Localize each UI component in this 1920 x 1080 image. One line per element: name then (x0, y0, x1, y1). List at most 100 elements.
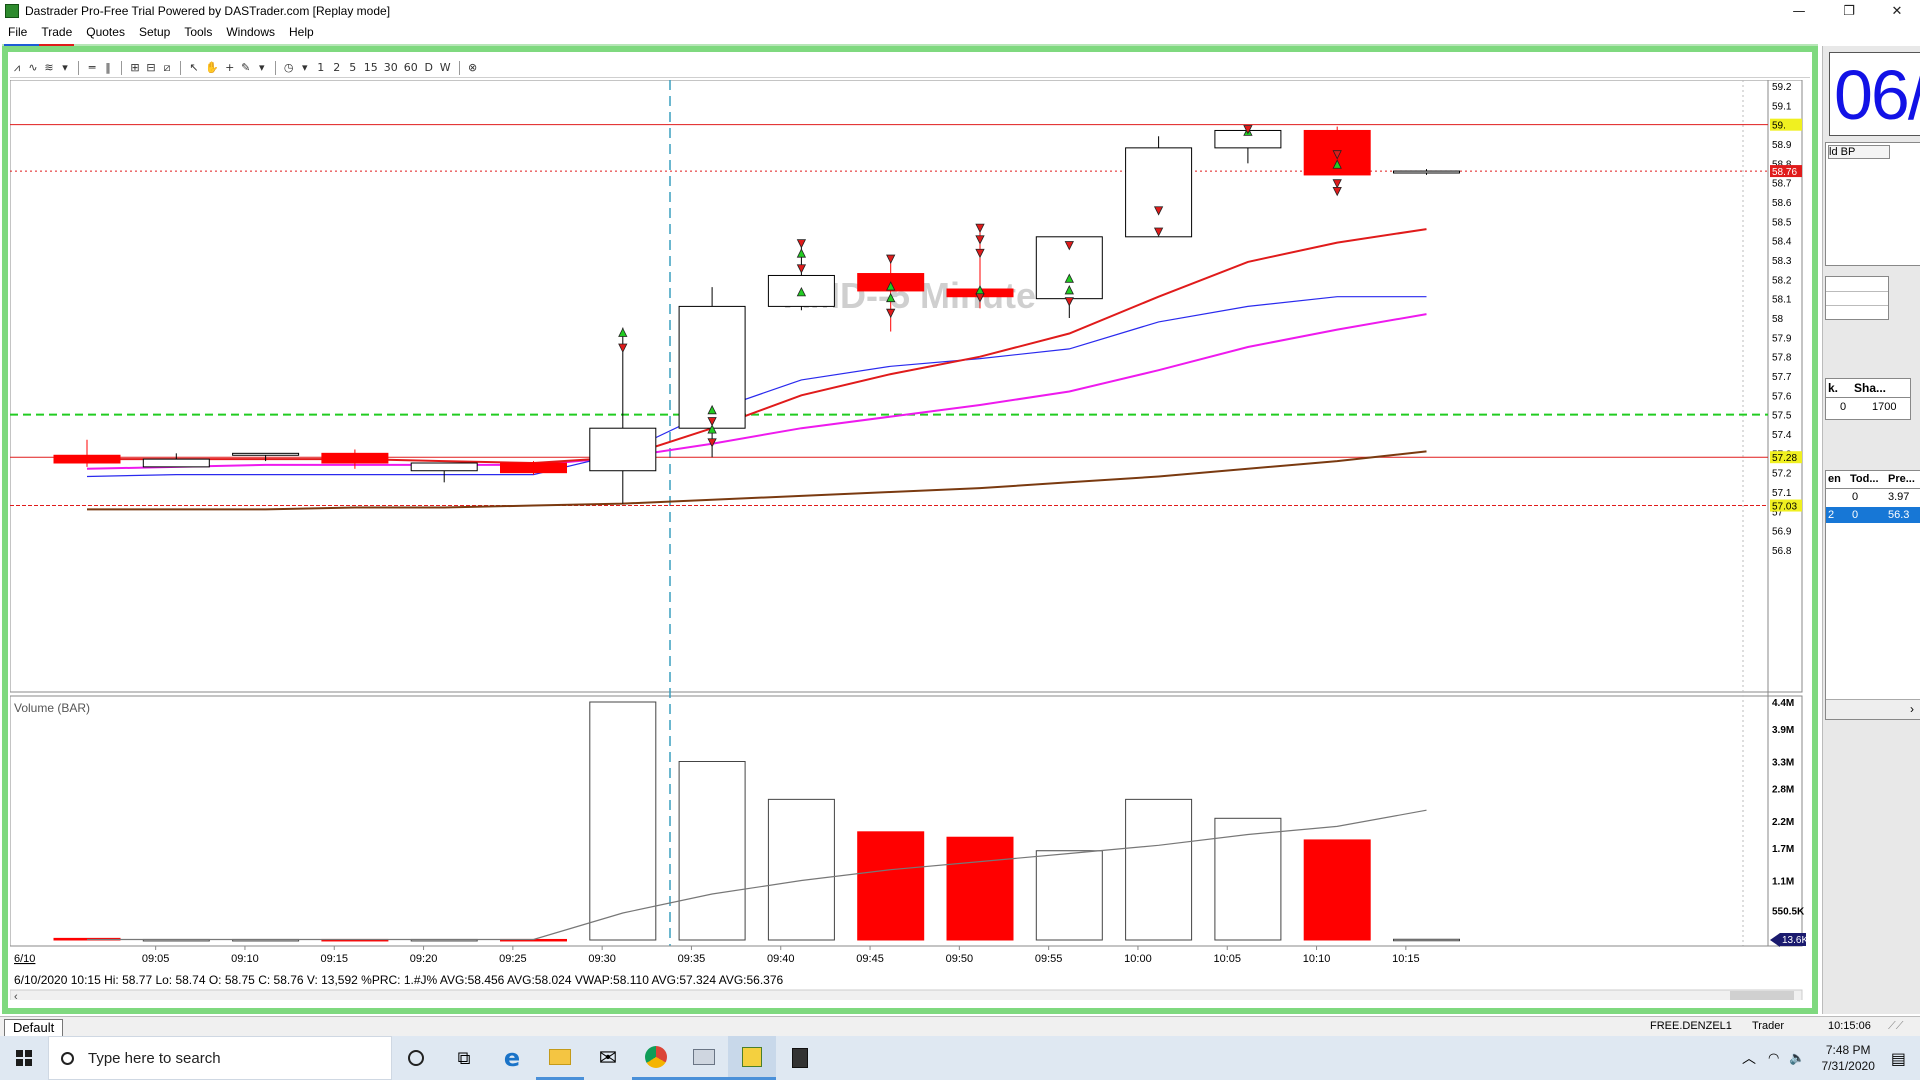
period-30-button[interactable]: 30 (383, 61, 398, 74)
chevron-down-icon[interactable]: ▾ (258, 61, 265, 74)
chart-type-icon[interactable]: ⩘ (13, 60, 21, 74)
menu-file[interactable]: File (8, 25, 28, 39)
menu-windows[interactable]: Windows (226, 25, 276, 39)
das-status-bar: Default FREE.DENZEL1 Trader 10:15:06 ⟋⟋ (0, 1016, 1920, 1036)
candles (53, 125, 1460, 504)
table-row-1-prev: 3.97 (1888, 491, 1910, 503)
server-time: 10:15:06 (1828, 1020, 1871, 1032)
table-header-prev: Pre... (1888, 473, 1915, 485)
role-label: Trader (1752, 1020, 1784, 1032)
period-15-button[interactable]: 15 (363, 61, 378, 74)
time-axis: 6/10 09:05 09:10 09:15 09:20 09:25 09:30 09:35 0… (10, 945, 1768, 965)
zoom-in-icon[interactable]: ⊟ (146, 61, 156, 74)
taskbar-search[interactable]: Type here to search (48, 1036, 392, 1080)
pencil-icon[interactable]: ✎ (241, 61, 251, 74)
moving-average-line (87, 450, 1427, 511)
equal-icon[interactable]: ═ (88, 61, 96, 74)
price-axis-label: 57.7 (1772, 372, 1792, 383)
period-1-button[interactable]: 1 (317, 61, 325, 74)
candle-body (142, 458, 210, 468)
cortana-icon[interactable] (392, 1036, 440, 1080)
buy-marker (886, 292, 896, 303)
clock-icon[interactable]: ◷ (283, 61, 294, 74)
table-row-selected[interactable] (1826, 507, 1920, 523)
time-axis-label: 09:30 (588, 953, 616, 965)
chrome-icon[interactable] (632, 1036, 680, 1080)
period-day-button[interactable]: D (424, 61, 433, 74)
calculator-icon[interactable] (776, 1036, 824, 1080)
link-color-indicator[interactable] (4, 44, 74, 47)
volume-icon[interactable]: 🔈 (1789, 1050, 1806, 1066)
windows-taskbar: Type here to search ⧉ e ✉ ︿ ◠ 🔈 7:48 PM … (0, 1036, 1920, 1080)
table-row-2-today: 0 (1852, 509, 1859, 521)
scrollbar-thumb[interactable] (1730, 991, 1794, 1000)
price-chart[interactable]: AMD--5 Minute 59.259.158.958.858.758.658… (10, 80, 1814, 1000)
pause-icon[interactable]: ‖ (105, 61, 111, 74)
menu-setup[interactable]: Setup (138, 25, 171, 39)
price-axis-label: 58.8 (1772, 159, 1792, 170)
period-60-button[interactable]: 60 (403, 61, 418, 74)
price-axis-label: 57.2 (1772, 469, 1792, 480)
menu-bar: File Trade Quotes Setup Tools Windows He… (0, 22, 1920, 42)
close-button[interactable]: ✕ (1891, 3, 1903, 19)
sell-marker (975, 248, 985, 259)
hand-icon[interactable]: ✋ (205, 61, 219, 74)
period-2-button[interactable]: 2 (333, 61, 341, 74)
table-row-2-prev: 56.3 (1888, 509, 1910, 521)
price-axis-label: 58.7 (1772, 179, 1792, 190)
maximize-button[interactable]: ❐ (1843, 3, 1855, 19)
system-tray: ︿ ◠ 🔈 7:48 PM 7/31/2020 ▤ (1734, 1036, 1920, 1080)
mail-icon[interactable]: ✉ (598, 1045, 618, 1071)
period-5-button[interactable]: 5 (349, 61, 357, 74)
sell-marker (975, 235, 985, 245)
price-pane[interactable] (10, 80, 1803, 693)
table-scrollbar[interactable]: › (1826, 699, 1920, 719)
scroll-left-icon[interactable]: ‹ (14, 991, 18, 1000)
menu-quotes[interactable]: Quotes (86, 25, 125, 39)
price-tag-label: 58.76 (1772, 167, 1797, 178)
search-icon (61, 1051, 74, 1065)
chevron-up-icon[interactable]: ︿ (1741, 1051, 1756, 1067)
minimize-button[interactable]: — (1792, 3, 1806, 19)
price-axis-label: 58.6 (1772, 198, 1792, 209)
zoom-fit-icon[interactable]: ⊞ (130, 61, 140, 74)
volume-axis-label: 3.9M (1772, 725, 1794, 736)
dastrader-taskbar-icon[interactable] (728, 1036, 776, 1080)
study-icon[interactable]: ≋ (44, 61, 54, 74)
menu-trade[interactable]: Trade (41, 25, 73, 39)
edge-icon[interactable]: e (503, 1044, 521, 1072)
pointer-icon[interactable]: ↖ (189, 61, 199, 74)
candle-body (321, 452, 389, 464)
line-chart-icon[interactable]: ∿ (28, 61, 38, 74)
price-axis-label: 57.1 (1772, 488, 1792, 499)
cancel-icon[interactable]: ⊗ (467, 61, 478, 74)
orders-table[interactable]: en Tod... Pre... 0 3.97 2 0 56.3 › (1825, 470, 1920, 720)
position-header-shares: Sha... (1854, 381, 1887, 395)
taskbar-clock[interactable]: 7:48 PM 7/31/2020 (1821, 1042, 1874, 1074)
menu-help[interactable]: Help (289, 25, 314, 39)
chevron-down-icon[interactable]: ▾ (301, 61, 308, 74)
period-week-button[interactable]: W (439, 61, 451, 74)
menu-tools[interactable]: Tools (184, 25, 213, 39)
task-view-icon[interactable]: ⧉ (457, 1047, 471, 1069)
layout-tab-default[interactable]: Default (4, 1019, 64, 1036)
time-axis-label: 09:50 (946, 953, 974, 965)
sell-marker (1064, 297, 1074, 307)
horizontal-scrollbar[interactable] (10, 989, 1803, 1000)
toolbar-divider (121, 60, 122, 75)
screen-tool-icon[interactable] (680, 1036, 728, 1080)
buy-marker (1064, 273, 1074, 283)
file-explorer-icon[interactable] (536, 1036, 584, 1080)
price-axis-label: 58.9 (1772, 140, 1792, 151)
buy-marker (796, 248, 807, 258)
chevron-down-icon[interactable]: ▾ (62, 61, 68, 74)
table-row-2-open: 2 (1828, 509, 1835, 521)
position-header-1: k. (1828, 381, 1839, 395)
wifi-icon[interactable]: ◠ (1767, 1050, 1780, 1066)
zoom-region-icon[interactable]: ⧄ (163, 60, 171, 74)
notification-icon[interactable]: ▤ (1890, 1048, 1906, 1068)
scroll-right-icon[interactable]: › (1910, 702, 1914, 716)
volume-bar (678, 761, 746, 941)
crosshair-icon[interactable]: + (225, 61, 235, 74)
start-button[interactable] (0, 1036, 48, 1080)
